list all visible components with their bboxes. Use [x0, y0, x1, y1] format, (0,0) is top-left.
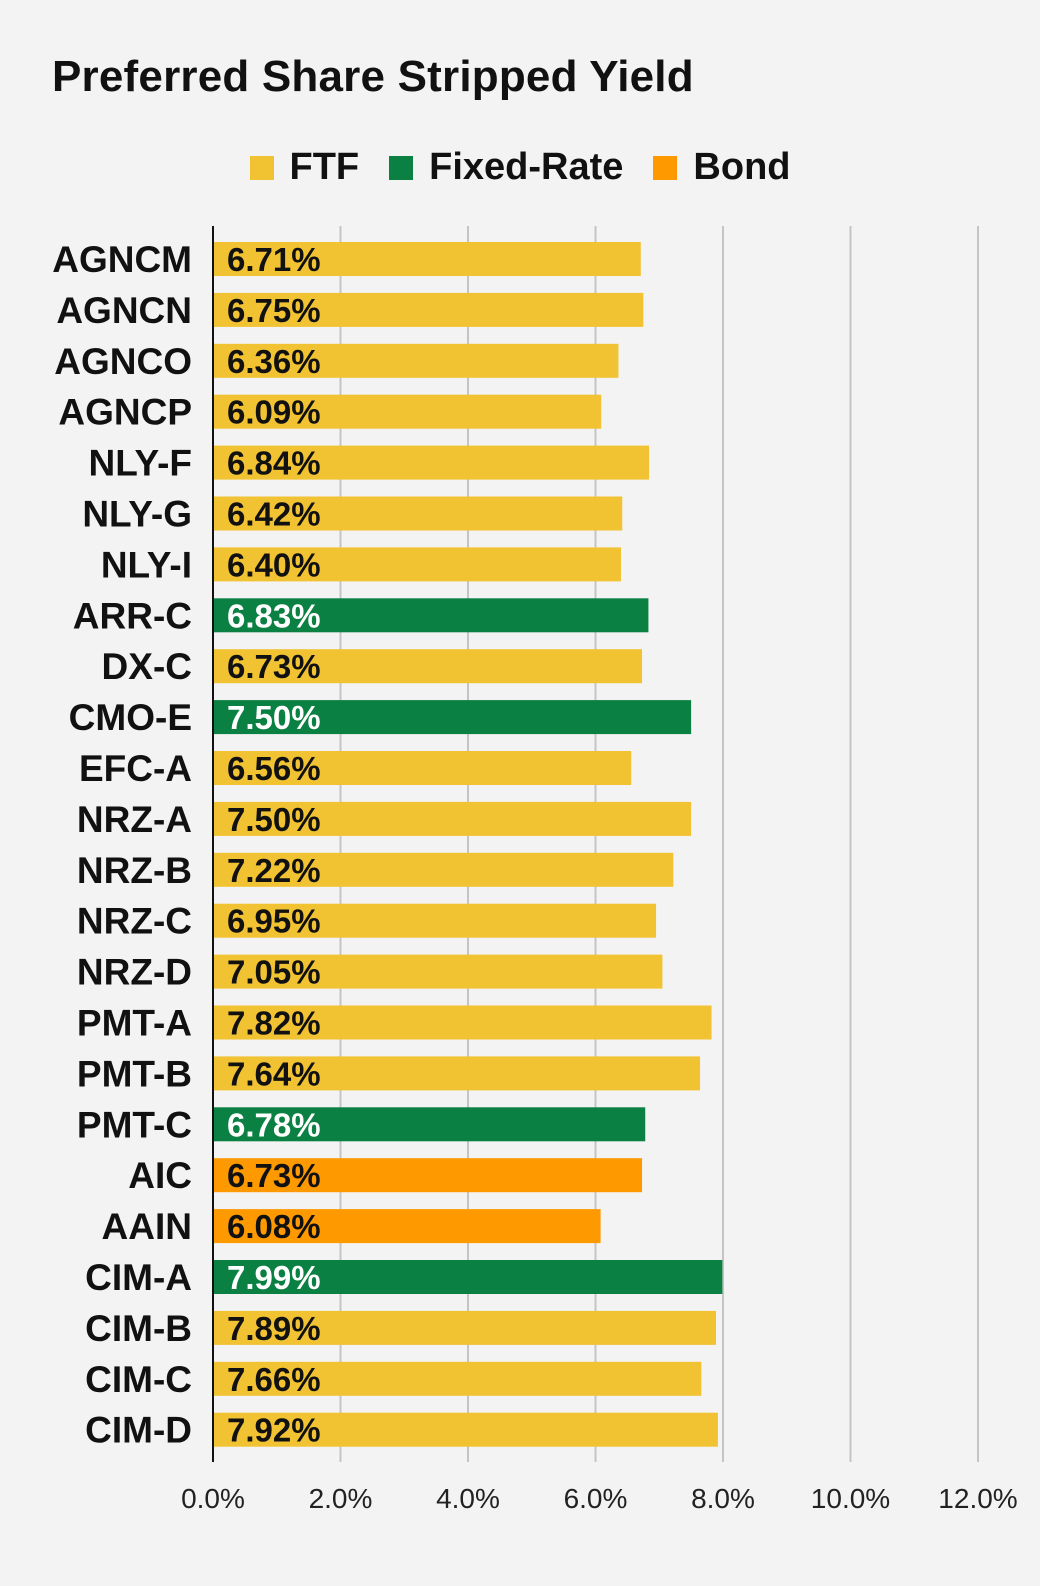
bar [213, 1361, 702, 1396]
legend-label-bond: Bond [693, 146, 791, 188]
bar [213, 343, 619, 378]
x-tick-label: 6.0% [564, 1483, 628, 1514]
category-label: EFC-A [79, 748, 192, 789]
category-label: CIM-C [85, 1359, 192, 1400]
data-label: 7.99% [227, 1259, 321, 1296]
data-label: 6.40% [227, 546, 321, 583]
legend-item-bond: Bond [653, 146, 791, 189]
category-label: NLY-G [82, 494, 192, 535]
bar [213, 242, 641, 276]
legend-item-fixed-rate: Fixed-Rate [389, 146, 623, 189]
bar [213, 954, 663, 989]
bar [213, 445, 650, 480]
data-label: 7.89% [227, 1310, 321, 1347]
bar [213, 801, 692, 836]
data-label: 6.73% [227, 1157, 321, 1194]
chart-title: Preferred Share Stripped Yield [52, 52, 694, 101]
data-label: 7.50% [227, 699, 321, 736]
legend: FTF Fixed-Rate Bond [0, 146, 1040, 189]
category-label: DX-C [102, 646, 192, 687]
legend-label-ftf: FTF [289, 146, 360, 188]
legend-item-ftf: FTF [249, 146, 360, 189]
category-label: PMT-A [77, 1003, 192, 1044]
bar [213, 496, 623, 531]
category-label: ARR-C [73, 595, 192, 636]
bar [213, 1158, 643, 1193]
data-label: 6.75% [227, 292, 321, 329]
data-label: 6.08% [227, 1208, 321, 1245]
data-label: 6.56% [227, 750, 321, 787]
data-label: 6.73% [227, 648, 321, 685]
x-tick-label: 12.0% [938, 1483, 1017, 1514]
legend-swatch-ftf [249, 155, 274, 180]
bar [213, 1107, 646, 1142]
category-label: NRZ-B [77, 850, 192, 891]
data-label: 6.71% [227, 241, 321, 278]
x-tick-label: 2.0% [309, 1483, 373, 1514]
category-label: NLY-I [101, 544, 192, 585]
bar [213, 1209, 601, 1244]
bar [213, 903, 657, 938]
legend-label-fixed-rate: Fixed-Rate [429, 146, 624, 188]
data-label: 6.78% [227, 1106, 321, 1143]
data-label: 7.66% [227, 1361, 321, 1398]
data-label: 6.95% [227, 903, 321, 940]
data-label: 7.05% [227, 954, 321, 991]
category-label: NLY-F [89, 443, 192, 484]
x-tick-label: 8.0% [691, 1483, 755, 1514]
legend-swatch-bond [653, 155, 678, 180]
category-label: PMT-C [77, 1104, 192, 1145]
data-label: 6.09% [227, 394, 321, 431]
bar [213, 1005, 712, 1040]
data-label: 6.83% [227, 597, 321, 634]
bar [213, 1310, 716, 1345]
x-tick-label: 0.0% [181, 1483, 245, 1514]
data-label: 7.50% [227, 801, 321, 838]
legend-swatch-fixed-rate [389, 155, 414, 180]
category-label: CIM-B [85, 1308, 192, 1349]
bar [213, 700, 692, 735]
category-label: PMT-B [77, 1053, 192, 1094]
category-label: CIM-D [85, 1410, 192, 1451]
category-label: CMO-E [69, 697, 192, 738]
bar [213, 394, 602, 429]
category-label: CIM-A [85, 1257, 192, 1298]
category-label: AAIN [102, 1206, 192, 1247]
data-label: 7.92% [227, 1412, 321, 1449]
bar [213, 1412, 718, 1447]
data-label: 6.84% [227, 445, 321, 482]
bar [213, 292, 644, 327]
category-label: AGNCP [58, 392, 192, 433]
data-label: 6.36% [227, 343, 321, 380]
bar [213, 1056, 701, 1091]
bar [213, 547, 621, 582]
bar [213, 751, 632, 785]
category-label: AGNCN [56, 290, 192, 331]
category-label: AIC [128, 1155, 192, 1196]
data-label: 7.82% [227, 1005, 321, 1042]
x-tick-label: 10.0% [811, 1483, 890, 1514]
category-label: NRZ-C [77, 901, 192, 942]
category-label: NRZ-D [77, 952, 192, 993]
data-label: 7.22% [227, 852, 321, 889]
bar [213, 598, 649, 633]
data-label: 6.42% [227, 496, 321, 533]
bar [213, 649, 643, 684]
x-tick-label: 4.0% [436, 1483, 500, 1514]
data-label: 7.64% [227, 1055, 321, 1092]
bar [213, 1260, 723, 1294]
category-label: NRZ-A [77, 799, 192, 840]
bar [213, 852, 674, 887]
category-label: AGNCO [54, 341, 192, 382]
category-label: AGNCM [52, 239, 192, 280]
